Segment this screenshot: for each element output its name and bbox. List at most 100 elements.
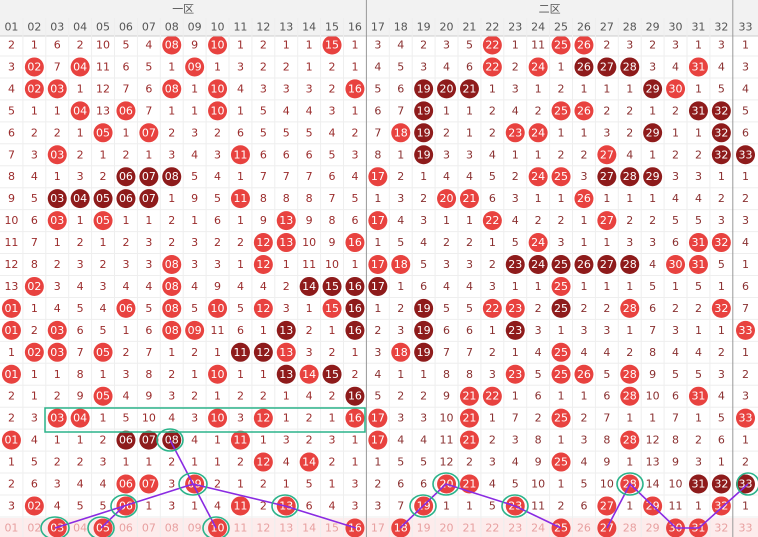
ball (574, 189, 594, 209)
cell-number: 5 (77, 499, 84, 512)
ball (391, 342, 411, 362)
ball-number: 08 (165, 280, 179, 293)
cell-number: 3 (306, 346, 313, 359)
ball (620, 386, 640, 406)
cell-number: 6 (31, 214, 38, 227)
cell-number: 22 (485, 522, 499, 535)
cell-number: 3 (191, 126, 198, 139)
cell-number: 1 (649, 192, 656, 205)
ball-number: 05 (96, 522, 110, 535)
cell-number: 2 (466, 236, 473, 249)
ball-number: 01 (4, 302, 18, 315)
ball-number: 15 (325, 302, 339, 315)
cell-number: 3 (283, 434, 290, 447)
cell-number: 3 (191, 412, 198, 425)
cell-number: 1 (122, 126, 129, 139)
ball (322, 276, 342, 296)
cell-number: 6 (489, 192, 496, 205)
cell-number: 1 (122, 324, 129, 337)
cell-number: 6 (672, 236, 679, 249)
ball (24, 79, 44, 99)
ball (574, 101, 594, 121)
ball-number: 31 (691, 478, 705, 491)
cell-number: 5 (191, 170, 198, 183)
cell-number: 5 (489, 170, 496, 183)
cell-number: 1 (77, 82, 84, 95)
cell-number: 2 (695, 302, 702, 315)
ball-number: 13 (279, 236, 293, 249)
cell-number: 10 (325, 258, 339, 271)
cell-number: 1 (122, 214, 129, 227)
ball-number: 31 (691, 60, 705, 73)
ball-number: 17 (371, 434, 385, 447)
ball-number: 12 (256, 412, 270, 425)
cell-number: 3 (443, 39, 450, 52)
ball-number: 16 (348, 82, 362, 95)
cell-number: 1 (580, 214, 587, 227)
cell-number: 9 (8, 192, 15, 205)
cell-number: 1 (626, 499, 633, 512)
column-label: 15 (325, 21, 339, 34)
cell-number: 3 (535, 324, 542, 337)
cell-number: 1 (122, 456, 129, 469)
cell-number: 5 (31, 192, 38, 205)
cell-number: 4 (397, 39, 404, 52)
ball-number: 17 (371, 258, 385, 271)
ball-number: 08 (165, 258, 179, 271)
cell-number: 1 (742, 499, 749, 512)
cell-number: 1 (512, 148, 519, 161)
cell-number: 23 (508, 522, 522, 535)
circle (87, 516, 115, 537)
ball (162, 430, 182, 450)
ball-number: 12 (256, 456, 270, 469)
cell-number: 08 (165, 522, 179, 535)
cell-number: 1 (31, 368, 38, 381)
ball-number: 21 (462, 192, 476, 205)
column-label: 09 (188, 21, 202, 34)
ball (47, 79, 67, 99)
cell-number: 8 (145, 368, 152, 381)
ball (93, 211, 113, 231)
cell-number: 1 (603, 280, 610, 293)
zone-label: 二区 (539, 3, 561, 16)
cell-number: 4 (672, 192, 679, 205)
cell-number: 06 (119, 522, 133, 535)
ball-number: 18 (394, 346, 408, 359)
cell-number: 4 (374, 368, 381, 381)
cell-number: 2 (397, 170, 404, 183)
ball-number: 14 (302, 368, 316, 381)
cell-number: 1 (214, 456, 221, 469)
column-label: 33 (739, 21, 753, 34)
cell-number: 1 (512, 390, 519, 403)
cell-number: 1 (145, 456, 152, 469)
ball (276, 364, 296, 384)
circles (40, 428, 758, 537)
cell-number: 1 (237, 170, 244, 183)
ball (459, 79, 479, 99)
cell-number: 4 (397, 434, 404, 447)
cell-number: 3 (558, 236, 565, 249)
cell-number: 4 (191, 148, 198, 161)
cell-number: 5 (603, 368, 610, 381)
cell-number: 2 (535, 214, 542, 227)
cell-number: 2 (695, 148, 702, 161)
cell-number: 3 (695, 456, 702, 469)
cell-number: 2 (260, 390, 267, 403)
cell-number: 2 (580, 148, 587, 161)
ball-number: 27 (600, 522, 614, 535)
ball-number: 05 (96, 192, 110, 205)
ball (688, 233, 708, 253)
cell-number: 11 (4, 236, 18, 249)
ball (208, 364, 228, 384)
cell-number: 4 (168, 412, 175, 425)
cell-number: 1 (695, 39, 702, 52)
circle (409, 494, 437, 518)
ball-number: 28 (623, 170, 637, 183)
ball-number: 06 (119, 434, 133, 447)
ball-number: 33 (739, 148, 753, 161)
cell-number: 3 (512, 82, 519, 95)
ball-number: 04 (73, 192, 87, 205)
cells: 2 1 6 2 10 5 4 08 9 10 1 2 1 1 15 1 3 4 2 3 5 22 1 11 25 26 2 3 2 3 1 3… (0, 35, 758, 537)
cell-number: 32 (714, 522, 728, 535)
cell-number: 2 (558, 148, 565, 161)
